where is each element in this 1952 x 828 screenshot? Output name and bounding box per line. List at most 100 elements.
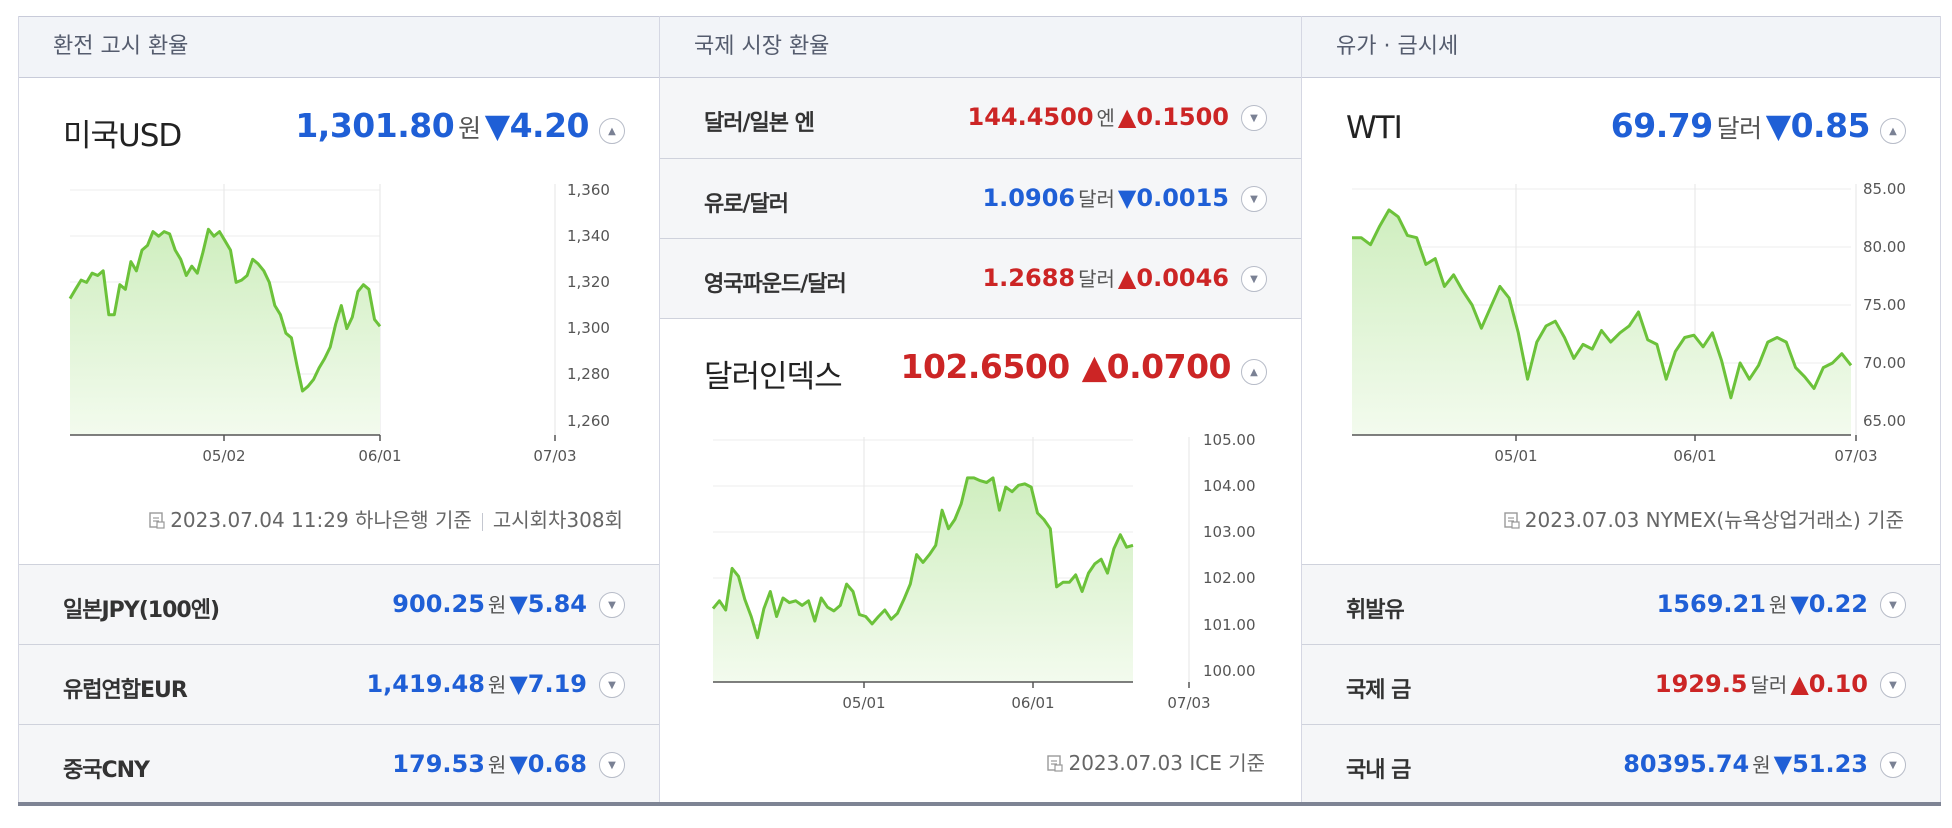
value-unit: 달러 (1750, 673, 1788, 697)
row-value: 1.2688 달러 ▲0.0046 (982, 263, 1229, 292)
row-name: 달러/일본 엔 (704, 111, 815, 136)
value-number: 179.53 (392, 750, 485, 778)
expand-chevron-down-icon[interactable]: ▼ (599, 592, 625, 618)
x-tick-label: 06/01 (1011, 694, 1054, 712)
bottom-border (18, 802, 1941, 806)
international-market-panel: 국제 시장 환율 달러/일본 엔 144.4500 엔 ▲0.1500 ▼ 유로/달… (660, 16, 1302, 806)
y-tick-label: 101.00 (1203, 616, 1256, 634)
list-item-eurusd[interactable]: 유로/달러 1.0906 달러 ▼0.0015 ▼ (660, 158, 1301, 238)
row-value: 900.25 원 ▼5.84 (392, 589, 587, 618)
list-item-jpy[interactable]: 일본JPY(100엔) 900.25 원 ▼5.84 ▼ (19, 564, 659, 644)
document-icon (149, 512, 165, 529)
currency-value: 1,301.80 원 ▼4.20 (295, 106, 589, 145)
series-area (70, 229, 380, 435)
x-tick-label: 06/01 (1673, 447, 1716, 465)
y-tick-label: 85.00 (1863, 180, 1906, 198)
value-change: ▲0.10 (1790, 670, 1868, 698)
y-tick-label: 75.00 (1863, 296, 1906, 314)
rates-widget: 환전 고시 환율 미국USD 1,301.80 원 ▼4.20 ▲ 05/02 06/… (18, 16, 1941, 806)
usd-chart: 05/02 06/01 07/03 1,260 1,280 1,300 1,320 1,340… (68, 181, 610, 465)
y-tick-label: 80.00 (1863, 238, 1906, 256)
note-date: 2023.07.03 NYMEX(뉴욕상업거래소) 기준 (1524, 508, 1904, 532)
list-item-cny[interactable]: 중국CNY 179.53 원 ▼0.68 ▼ (19, 724, 659, 804)
row-name: 휘발유 (1346, 598, 1405, 623)
row-value: 1569.21 원 ▼0.22 (1657, 589, 1868, 618)
list-item-gasoline[interactable]: 휘발유 1569.21 원 ▼0.22 ▼ (1302, 564, 1940, 644)
panel-title: 환전 고시 환율 (19, 16, 659, 78)
y-tick-label: 105.00 (1203, 431, 1256, 449)
x-tick-label: 07/03 (1167, 694, 1210, 712)
value-unit: 달러 (1078, 187, 1115, 211)
value-number: 102.6500 (900, 347, 1070, 386)
list-item-usdjpy[interactable]: 달러/일본 엔 144.4500 엔 ▲0.1500 ▼ (660, 78, 1301, 158)
value-unit: 원 (1768, 593, 1788, 617)
value-unit: 달러 (1078, 267, 1115, 291)
row-name: 중국CNY (63, 758, 150, 783)
expand-chevron-down-icon[interactable]: ▼ (1880, 672, 1906, 698)
y-tick-label: 1,280 (567, 365, 610, 383)
value-change: ▼4.20 (484, 106, 590, 145)
value-number: 1569.21 (1656, 590, 1766, 618)
note-round: 고시회차308회 (492, 508, 623, 532)
expand-chevron-down-icon[interactable]: ▼ (1880, 752, 1906, 778)
value-change: ▼51.23 (1773, 750, 1868, 778)
dollar-index-summary: 달러인덱스 102.6500 ▲0.0700 ▲ 05/01 06/01 07/03 1… (660, 318, 1301, 806)
y-tick-label: 1,320 (567, 273, 610, 291)
series-area (1352, 209, 1851, 435)
value-unit: 엔 (1096, 106, 1115, 130)
row-name: 국내 금 (1346, 758, 1411, 783)
list-item-intl-gold[interactable]: 국제 금 1929.5 달러 ▲0.10 ▼ (1302, 644, 1940, 724)
y-tick-label: 103.00 (1203, 523, 1256, 541)
value-change: ▼0.22 (1790, 590, 1868, 618)
commodity-value: 69.79 달러 ▼0.85 (1610, 106, 1871, 145)
x-tick-label: 07/03 (1834, 447, 1877, 465)
y-tick-label: 65.00 (1863, 412, 1906, 430)
expand-chevron-down-icon[interactable]: ▼ (1241, 186, 1267, 212)
value-change: ▼0.85 (1765, 106, 1871, 145)
collapse-chevron-up-icon[interactable]: ▲ (1880, 118, 1906, 144)
row-name: 유로/달러 (704, 192, 789, 217)
y-tick-label: 100.00 (1203, 662, 1256, 680)
value-number: 80395.74 (1623, 750, 1750, 778)
value-unit: 원 (487, 753, 507, 777)
value-unit: 원 (487, 673, 507, 697)
list-item-eur[interactable]: 유럽연합EUR 1,419.48 원 ▼7.19 ▼ (19, 644, 659, 724)
value-unit: 원 (487, 593, 507, 617)
list-item-domestic-gold[interactable]: 국내 금 80395.74 원 ▼51.23 ▼ (1302, 724, 1940, 804)
row-name: 국제 금 (1346, 678, 1411, 703)
divider (481, 512, 483, 531)
row-value: 80395.74 원 ▼51.23 (1623, 749, 1868, 778)
y-tick-label: 1,260 (567, 412, 610, 430)
source-note: 2023.07.03 ICE 기준 (1046, 747, 1265, 776)
row-name: 일본JPY(100엔) (63, 598, 220, 623)
document-icon (1047, 755, 1064, 772)
x-tick-label: 05/01 (842, 694, 885, 712)
value-number: 900.25 (392, 590, 485, 618)
row-value: 179.53 원 ▼0.68 (392, 749, 587, 778)
expand-chevron-down-icon[interactable]: ▼ (1241, 105, 1267, 131)
value-number: 1.0906 (982, 184, 1076, 212)
series-area (713, 477, 1133, 682)
value-number: 69.79 (1610, 106, 1713, 145)
series-line (1352, 208, 1853, 400)
value-number: 144.4500 (967, 103, 1094, 131)
expand-chevron-down-icon[interactable]: ▼ (599, 752, 625, 778)
collapse-chevron-up-icon[interactable]: ▲ (1241, 359, 1267, 385)
index-value: 102.6500 ▲0.0700 (900, 347, 1231, 386)
collapse-chevron-up-icon[interactable]: ▲ (599, 118, 625, 144)
expand-chevron-down-icon[interactable]: ▼ (1880, 592, 1906, 618)
expand-chevron-down-icon[interactable]: ▼ (599, 672, 625, 698)
dollar-index-chart: 05/01 06/01 07/03 100.00 101.00 102.00 103.00 1… (711, 431, 1256, 712)
value-change: ▼7.19 (509, 670, 587, 698)
value-number: 1.2688 (982, 264, 1076, 292)
document-icon (1504, 512, 1520, 529)
row-name: 유럽연합EUR (63, 678, 188, 703)
exchange-rate-panel: 환전 고시 환율 미국USD 1,301.80 원 ▼4.20 ▲ 05/02 06/… (18, 16, 660, 806)
expand-chevron-down-icon[interactable]: ▼ (1241, 266, 1267, 292)
y-tick-label: 104.00 (1203, 477, 1256, 495)
value-change: ▼0.68 (509, 750, 587, 778)
x-tick-label: 05/02 (202, 447, 245, 465)
list-item-gbpusd[interactable]: 영국파운드/달러 1.2688 달러 ▲0.0046 ▼ (660, 238, 1301, 318)
row-value: 1929.5 달러 ▲0.10 (1655, 669, 1868, 698)
row-value: 1,419.48 원 ▼7.19 (366, 669, 587, 698)
